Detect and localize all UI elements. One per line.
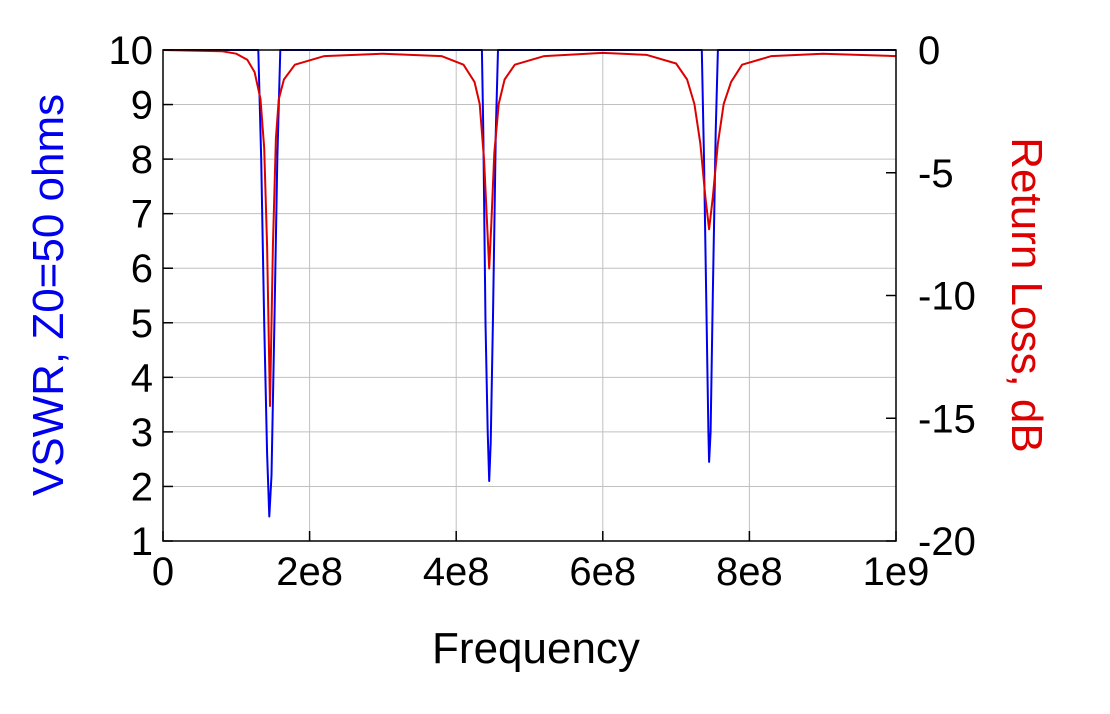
ticks	[162, 49, 897, 542]
return-loss-line	[162, 49, 897, 407]
y-right-tick-label: -15	[918, 397, 976, 441]
y-left-tick-label: 10	[109, 29, 154, 73]
y-left-tick-label: 8	[131, 138, 153, 182]
y-left-tick-label: 5	[131, 302, 153, 346]
y-right-tick-label: -5	[918, 152, 954, 196]
x-tick-label: 8e8	[716, 550, 783, 594]
y-left-tick-label: 4	[131, 356, 153, 400]
x-tick-label: 4e8	[423, 550, 490, 594]
vswr-line	[163, 49, 896, 518]
y-left-tick-label: 7	[131, 193, 153, 237]
series-layer	[162, 49, 897, 518]
y-axis-left-title: VSWR, Z0=50 ohms	[24, 94, 73, 496]
x-axis-title: Frequency	[432, 624, 640, 673]
y-left-tick-label: 6	[131, 247, 153, 291]
y-axis-right-title: Return Loss, dB	[1002, 137, 1051, 453]
y-left-tick-label: 1	[131, 520, 153, 564]
y-left-tick-label: 3	[131, 411, 153, 455]
y-right-tick-label: 0	[918, 29, 940, 73]
y-left-tick-label: 2	[131, 465, 153, 509]
tick-labels: 1 2 3 4 5 6 7 8 9 10 0 2e8 4e8 6e8 8e8 1e9-20 -15 -10 -5 0	[109, 29, 976, 594]
x-tick-label: 2e8	[276, 550, 343, 594]
y-left-tick-label: 9	[131, 84, 153, 128]
y-right-tick-label: -20	[918, 520, 976, 564]
x-tick-label: 0	[152, 550, 174, 594]
x-tick-label: 1e9	[863, 550, 930, 594]
y-right-tick-label: -10	[918, 275, 976, 319]
x-tick-label: 6e8	[569, 550, 636, 594]
